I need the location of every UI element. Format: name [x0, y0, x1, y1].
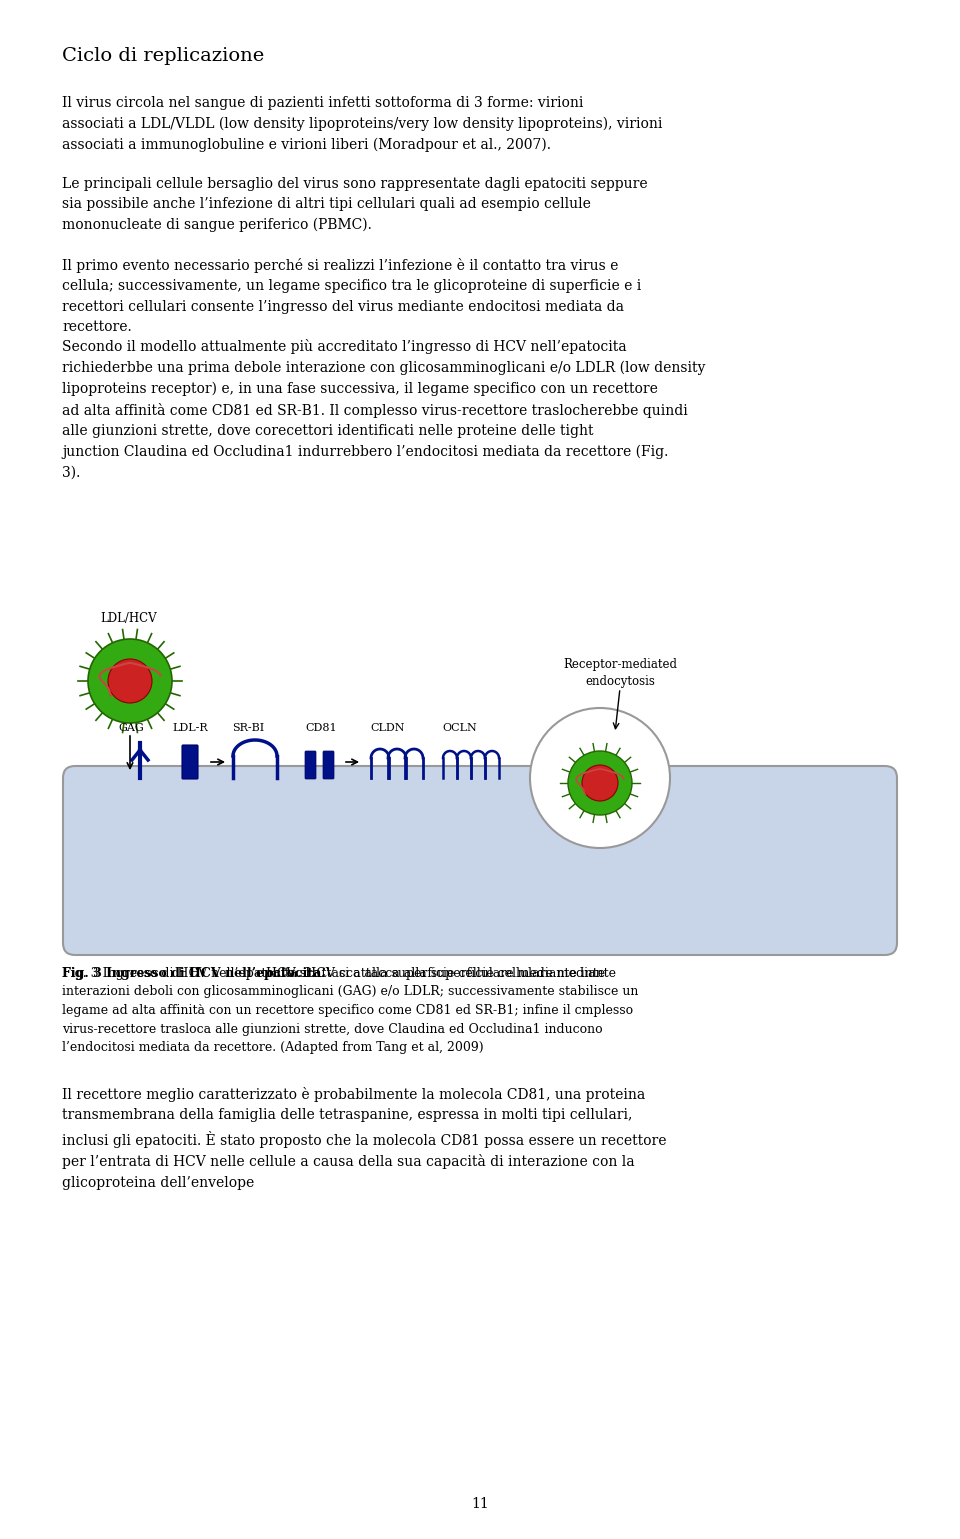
FancyBboxPatch shape: [305, 751, 316, 779]
Text: Ciclo di replicazione: Ciclo di replicazione: [62, 48, 264, 65]
Circle shape: [568, 751, 632, 816]
Circle shape: [88, 639, 172, 723]
Text: CD81: CD81: [305, 723, 337, 733]
Text: Secondo il modello attualmente più accreditato l’ingresso di HCV nell’epatocita
: Secondo il modello attualmente più accre…: [62, 339, 706, 480]
Text: SR-BI: SR-BI: [232, 723, 264, 733]
FancyBboxPatch shape: [182, 745, 198, 779]
Text: HCV si attacca alla superficie cellulare mediante inte: HCV si attacca alla superficie cellulare…: [262, 966, 605, 980]
Text: CLDN: CLDN: [370, 723, 404, 733]
Text: Le principali cellule bersaglio del virus sono rappresentate dagli epatociti sep: Le principali cellule bersaglio del viru…: [62, 177, 648, 232]
Text: Il primo evento necessario perché si realizzi l’infezione è il contatto tra viru: Il primo evento necessario perché si rea…: [62, 259, 641, 334]
Text: Fig. 3 Ingresso di HCV nell’epatocita.: Fig. 3 Ingresso di HCV nell’epatocita.: [62, 966, 325, 980]
Text: Fig. 3 Ingresso di HCV nell’epatocita. HCV si attacca alla superficie cellulare : Fig. 3 Ingresso di HCV nell’epatocita. H…: [62, 966, 638, 1054]
Circle shape: [530, 708, 670, 848]
Text: LDL/HCV: LDL/HCV: [100, 613, 156, 625]
FancyBboxPatch shape: [63, 766, 897, 956]
FancyBboxPatch shape: [323, 751, 334, 779]
Text: 11: 11: [471, 1497, 489, 1511]
Text: OCLN: OCLN: [442, 723, 477, 733]
Circle shape: [582, 765, 618, 800]
Text: GAG: GAG: [118, 723, 144, 733]
Circle shape: [108, 659, 152, 703]
Text: Il recettore meglio caratterizzato è probabilmente la molecola CD81, una protein: Il recettore meglio caratterizzato è pro…: [62, 1087, 666, 1190]
Text: LDL-R: LDL-R: [172, 723, 207, 733]
Text: Il virus circola nel sangue di pazienti infetti sottoforma di 3 forme: virioni
a: Il virus circola nel sangue di pazienti …: [62, 95, 662, 152]
Text: Receptor-mediated
endocytosis: Receptor-mediated endocytosis: [563, 659, 677, 688]
